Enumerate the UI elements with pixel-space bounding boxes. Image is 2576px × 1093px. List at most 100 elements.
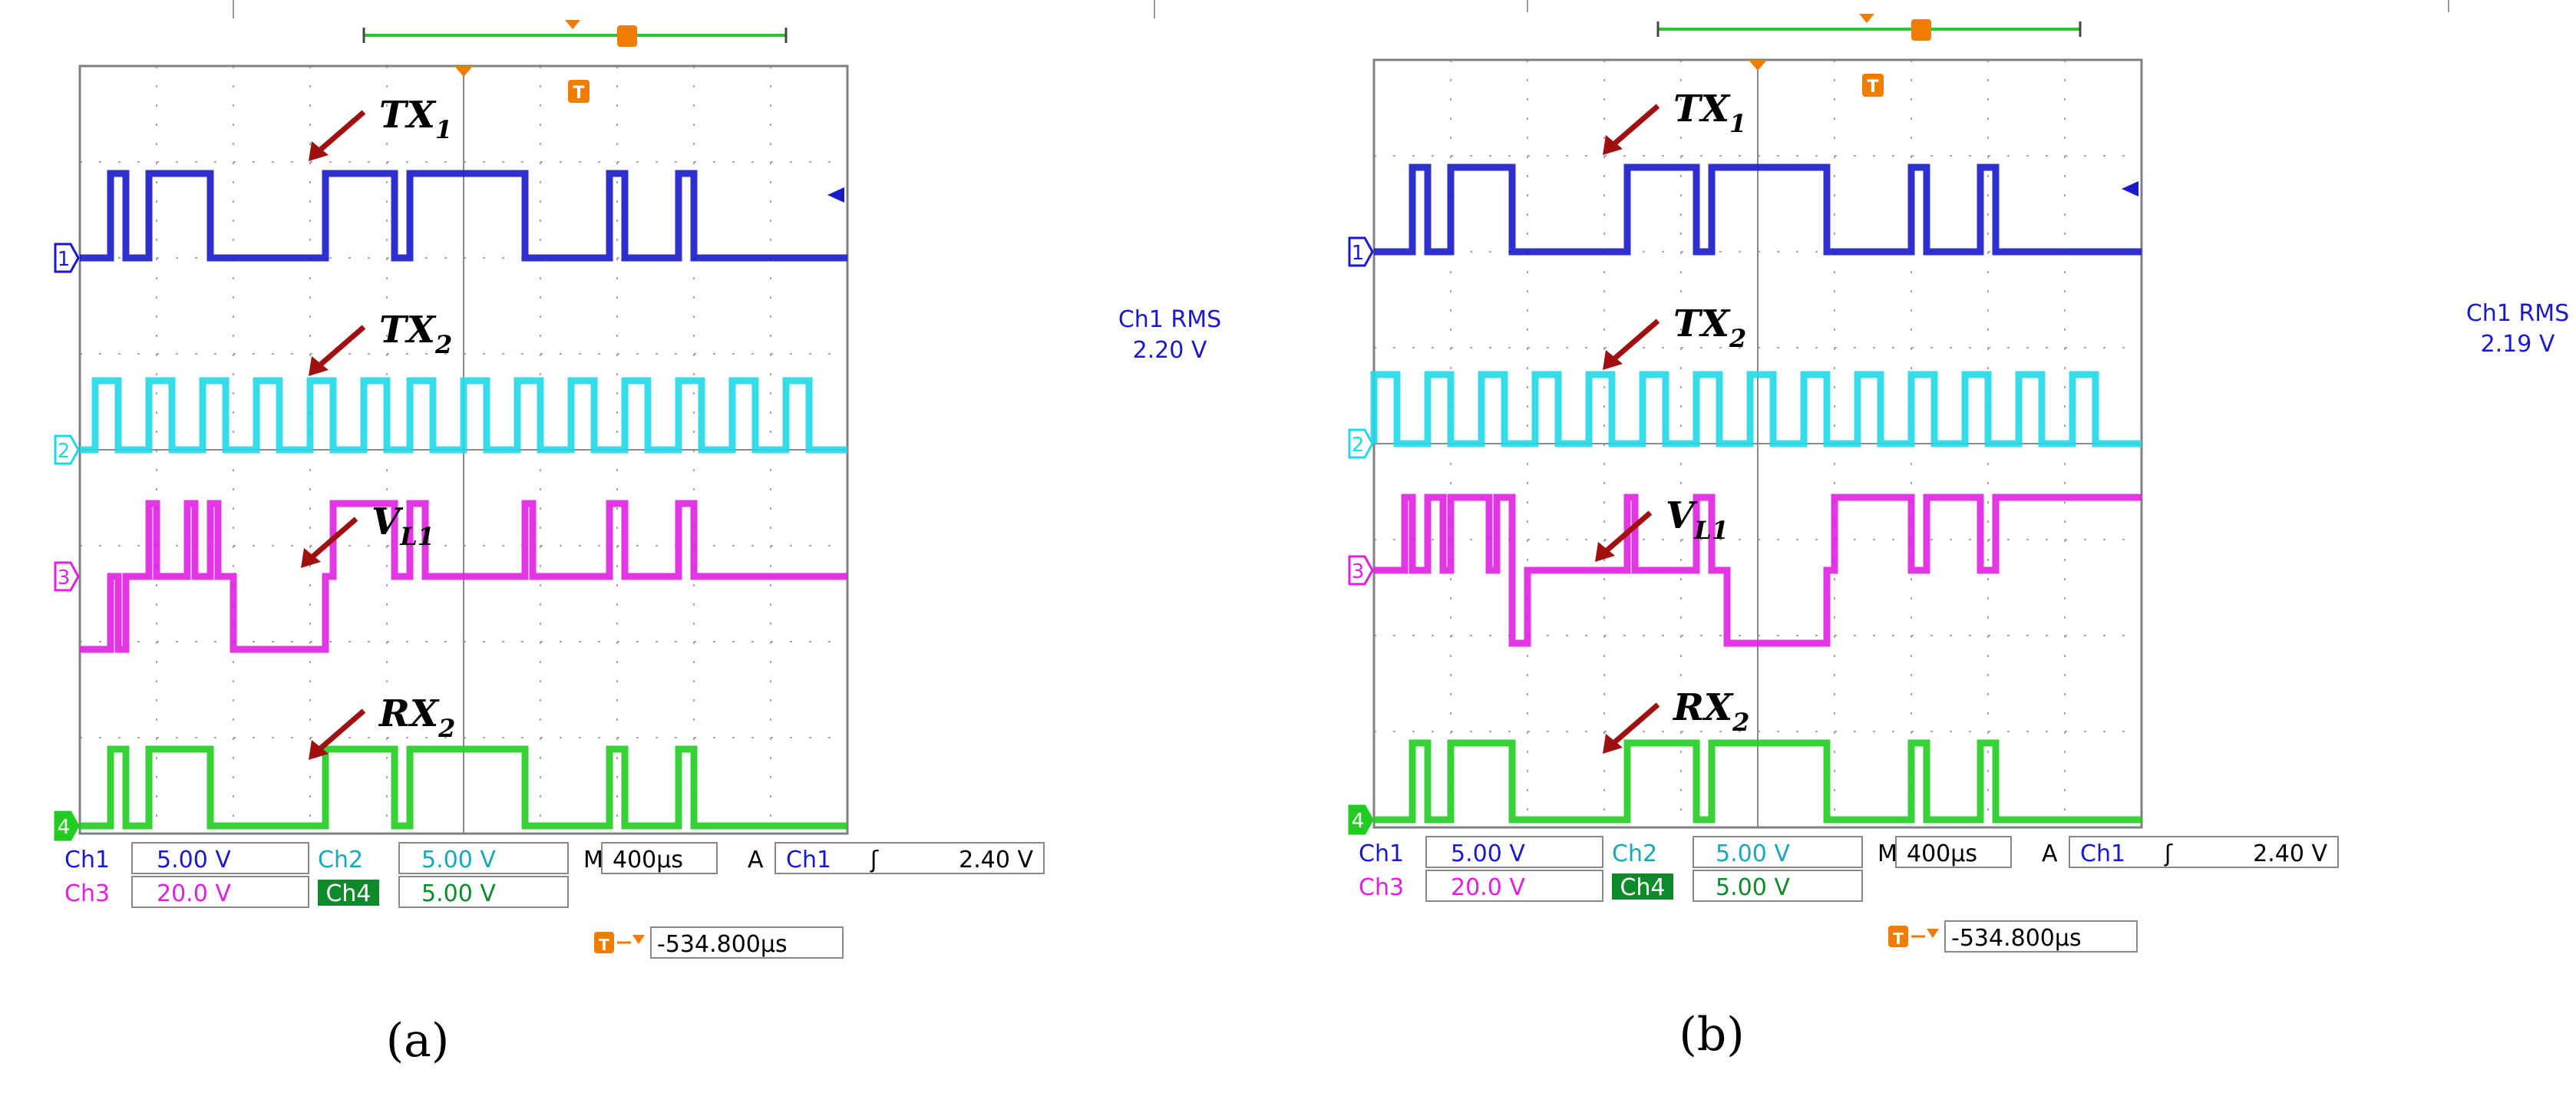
trigger-offset-marker-label: T — [1893, 930, 1904, 948]
ch3-name: Ch3 — [1359, 874, 1404, 901]
channel-marker-2: 2 — [1348, 428, 1374, 459]
trace-label-sub: L1 — [399, 522, 434, 551]
ch1-right-marker-icon — [827, 187, 844, 203]
trace-label-tx2: TX2 — [309, 309, 452, 376]
channel-marker-label: 3 — [58, 566, 71, 589]
label-arrowhead-icon — [301, 548, 321, 568]
trace-tx1 — [80, 170, 847, 262]
channel-marker-shape — [54, 434, 80, 465]
trace-label-tx1: TX1 — [309, 94, 452, 161]
trace-vl1 — [80, 500, 847, 653]
trigger-slope-icon: ʃ — [2164, 840, 2173, 867]
label-arrowhead-icon — [309, 141, 329, 161]
label-arrow-icon — [1610, 104, 1660, 148]
trigger-offset-marker-label: T — [599, 936, 609, 954]
trace-rx2 — [1374, 739, 2142, 824]
channel-marker-shape — [54, 243, 80, 273]
trigger-position-bar — [233, 0, 1155, 47]
channel-marker-3: 3 — [54, 561, 80, 592]
trigger-slope-icon: ʃ — [870, 847, 879, 873]
trace-label-main: RX — [378, 692, 440, 735]
channel-marker-label: 4 — [58, 816, 71, 839]
trace-label-vl1: VL1 — [301, 500, 434, 568]
trace-label-sub: 2 — [1729, 324, 1746, 353]
label-arrowhead-icon — [309, 356, 329, 376]
channel-marker-3: 3 — [1348, 555, 1374, 586]
trigger-offset-pointer-icon — [632, 935, 645, 944]
trigger-box — [2069, 836, 2339, 868]
channel-marker-label: 1 — [1352, 242, 1365, 265]
trace-label-text: TX2 — [379, 309, 452, 359]
measurement-label: Ch1 RMS — [1118, 306, 1221, 333]
trace-label-text: TX1 — [379, 94, 452, 144]
label-arrow-icon — [315, 325, 366, 369]
trigger-badge-label: T — [1867, 78, 1878, 97]
timebase-box — [1895, 836, 2012, 868]
trigger-badge-label: T — [573, 84, 584, 103]
ch3-scale-box — [1425, 870, 1603, 902]
trace-label-tx2: TX2 — [1603, 302, 1746, 370]
ch4-name: Ch4 — [325, 880, 371, 907]
trigger-marker-badge: T — [568, 80, 590, 103]
trace-label-main: TX — [1673, 302, 1731, 345]
ch2-scale-box — [1693, 836, 1863, 868]
trigger-source: Ch1 — [2080, 840, 2125, 867]
panel-caption: (b) — [1679, 1008, 1744, 1062]
trace-label-rx2: RX2 — [309, 692, 455, 760]
trigger-level: 2.40 V — [2253, 840, 2327, 867]
timebase-value: 400µs — [613, 847, 683, 873]
trace-label-text: TX1 — [1673, 88, 1746, 138]
trigger-box — [774, 842, 1045, 874]
trigger-offset-readout: T -534.800µs — [594, 926, 844, 959]
channel-marker-shape — [1348, 428, 1374, 459]
label-arrow-icon — [308, 517, 358, 561]
timebase-value: 400µs — [1907, 840, 1977, 867]
panel-caption: (a) — [386, 1014, 450, 1068]
ch3-name: Ch3 — [64, 880, 110, 907]
label-arrow-icon — [1602, 510, 1653, 555]
channel-marker-1: 1 — [1348, 236, 1374, 267]
trace-label-sub: 2 — [434, 330, 452, 359]
trigger-offset-readout: T -534.800µs — [1888, 920, 2138, 953]
trigger-source: Ch1 — [786, 847, 831, 873]
trace-label-main: TX — [1673, 88, 1731, 130]
label-arrowhead-icon — [1603, 734, 1623, 754]
trigger-offset-value: -534.800µs — [657, 931, 788, 958]
ch2-scale: 5.00 V — [421, 847, 496, 873]
ch3-scale-box — [131, 876, 309, 908]
trigger-offset-box — [650, 926, 844, 959]
label-arrowhead-icon — [1603, 350, 1623, 370]
channel-marker-label: 1 — [58, 248, 71, 271]
label-arrowhead-icon — [1603, 135, 1623, 155]
readout-panel: Ch1 5.00 V Ch2 5.00 V Ch3 20.0 V Ch4 5.00 V M 400… — [64, 842, 1045, 959]
ch1-name: Ch1 — [1359, 840, 1404, 867]
label-arrow-icon — [315, 110, 366, 154]
trigger-offset-value: -534.800µs — [1951, 925, 2082, 952]
trace-label-text: RX2 — [378, 692, 455, 743]
channel-marker-label: 2 — [58, 440, 71, 463]
ch4-name: Ch4 — [1620, 874, 1665, 901]
trace-label-sub: 1 — [1729, 109, 1746, 138]
measurement-value: 2.19 V — [2481, 331, 2555, 358]
ch1-scale-box — [131, 842, 309, 874]
trace-tx2 — [1370, 371, 2142, 447]
trigger-pointer-icon — [565, 20, 580, 29]
ch4-scale-box — [1693, 870, 1863, 902]
trace-label-sub: L1 — [1693, 516, 1729, 545]
trace-label-main: TX — [379, 94, 437, 137]
trigger-pointer-icon — [1859, 14, 1874, 23]
graticule — [1372, 58, 2143, 829]
timebase-prefix: M — [583, 847, 603, 873]
trace-label-tx1: TX1 — [1603, 88, 1746, 155]
trace-label-main: V — [1666, 494, 1698, 537]
channel-marker-shape — [54, 561, 80, 592]
trace-label-vl1: VL1 — [1595, 494, 1729, 562]
measurement-label: Ch1 RMS — [2466, 300, 2569, 327]
trigger-offset-marker-icon — [594, 932, 614, 953]
trigger-time-marker-icon — [454, 66, 473, 77]
trace-label-text: TX2 — [1673, 302, 1746, 353]
ch1-scale: 5.00 V — [157, 847, 231, 873]
